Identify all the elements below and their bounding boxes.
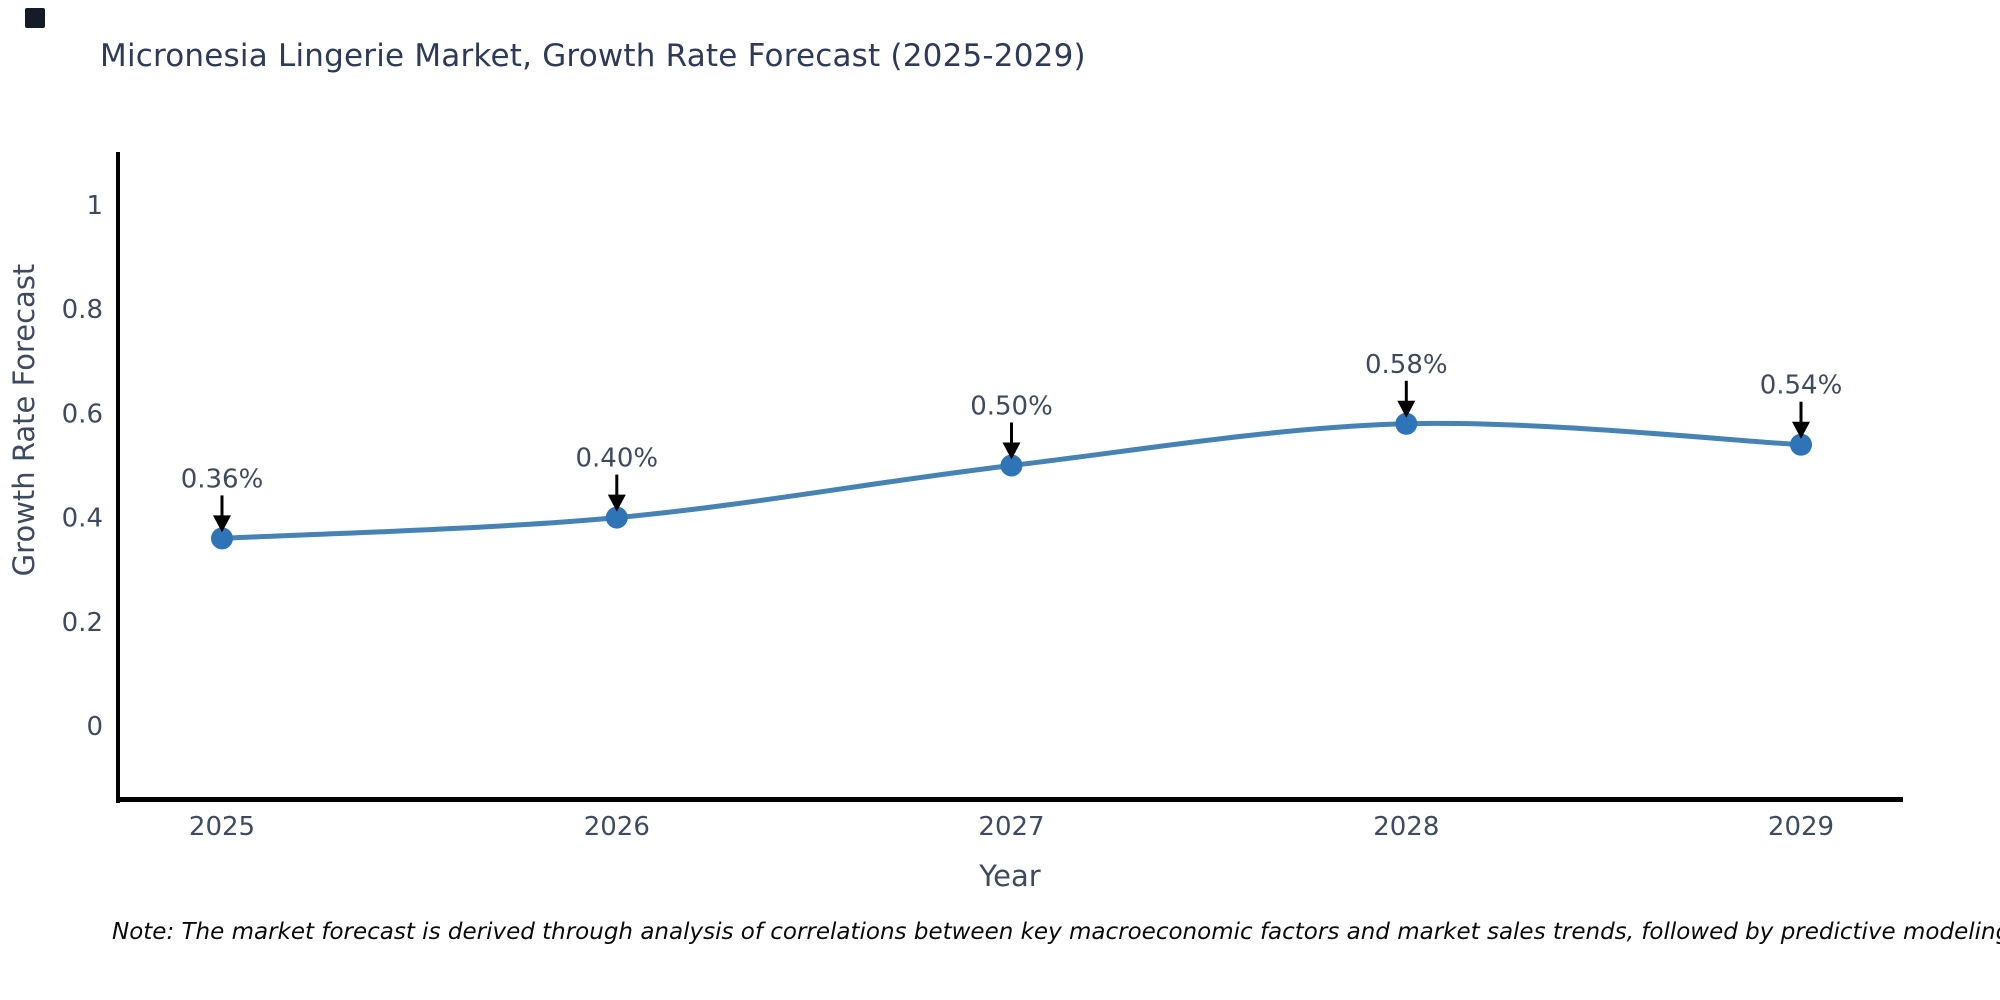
annotation-arrow-head-icon <box>607 494 626 512</box>
y-tick-label: 0.4 <box>62 504 103 534</box>
data-point-label: 0.40% <box>575 444 658 474</box>
y-tick-label: 0.2 <box>62 608 103 638</box>
data-point-label: 0.54% <box>1760 371 1843 401</box>
annotation-arrow-head-icon <box>1002 442 1021 460</box>
data-point-marker <box>211 527 233 550</box>
chart-footnote: Note: The market forecast is derived thr… <box>112 919 2000 945</box>
data-point-label: 0.36% <box>181 464 264 494</box>
data-point-marker <box>1790 433 1812 456</box>
y-axis-title: Growth Rate Forecast <box>7 264 41 577</box>
data-point-label: 0.50% <box>970 392 1053 422</box>
x-axis-title: Year <box>978 859 1040 893</box>
annotation-arrow-head-icon <box>1792 421 1810 439</box>
data-point-marker <box>1000 454 1023 477</box>
x-tick-label: 2025 <box>189 812 255 842</box>
x-tick-label: 2028 <box>1373 812 1439 842</box>
y-tick-label: 1 <box>86 191 103 221</box>
y-tick-label: 0.8 <box>62 295 103 325</box>
y-tick-label: 0.6 <box>62 399 103 429</box>
y-tick-label: 0 <box>86 712 103 742</box>
y-axis-spine <box>116 152 120 803</box>
data-point-label: 0.58% <box>1365 350 1448 380</box>
x-tick-label: 2026 <box>584 812 650 842</box>
x-axis-spine <box>116 797 1903 802</box>
data-point-marker <box>1395 412 1418 435</box>
annotation-arrow-head-icon <box>213 515 231 533</box>
x-tick-label: 2027 <box>978 812 1044 842</box>
annotation-arrow-head-icon <box>1397 400 1416 418</box>
data-point-marker <box>605 506 628 529</box>
x-tick-label: 2029 <box>1768 812 1834 842</box>
cursor-icon <box>25 8 45 28</box>
chart-title: Micronesia Lingerie Market, Growth Rate … <box>100 38 1086 74</box>
